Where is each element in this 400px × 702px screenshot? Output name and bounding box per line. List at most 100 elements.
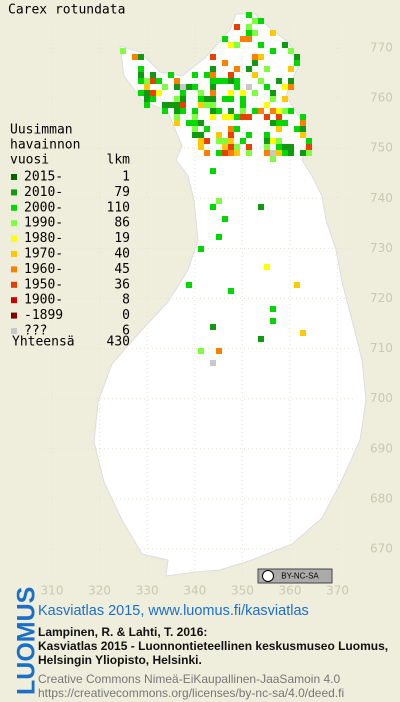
observation-square: [222, 216, 228, 222]
observation-square: [120, 48, 126, 54]
observation-square: [240, 138, 246, 144]
observation-square: [210, 360, 216, 366]
observation-square: [192, 114, 198, 120]
legend-label: 2000-: [24, 200, 63, 215]
observation-square: [216, 150, 222, 156]
observation-square: [180, 108, 186, 114]
legend-total-label: Yhteensä: [12, 335, 75, 350]
observation-square: [210, 168, 216, 174]
observation-square: [216, 198, 222, 204]
legend-count: 36: [114, 277, 130, 292]
observation-square: [240, 36, 246, 42]
observation-square: [228, 108, 234, 114]
observation-square: [288, 150, 294, 156]
observation-square: [276, 78, 282, 84]
observation-square: [204, 126, 210, 132]
y-tick-label: 700: [370, 391, 393, 405]
observation-square: [294, 126, 300, 132]
observation-square: [138, 90, 144, 96]
observation-square: [234, 84, 240, 90]
observation-square: [210, 54, 216, 60]
observation-square: [288, 78, 294, 84]
legend-count: 40: [114, 247, 130, 262]
legend-count: 45: [114, 262, 130, 277]
observation-square: [138, 54, 144, 60]
observation-square: [192, 132, 198, 138]
observation-square: [198, 144, 204, 150]
observation-square: [252, 18, 258, 24]
observation-square: [228, 42, 234, 48]
observation-square: [264, 132, 270, 138]
observation-square: [264, 150, 270, 156]
observation-square: [234, 78, 240, 84]
observation-square: [198, 120, 204, 126]
observation-square: [222, 60, 228, 66]
x-tick-label: 310: [41, 584, 64, 598]
legend-label: 1950-: [24, 277, 63, 292]
observation-square: [234, 150, 240, 156]
observation-square: [288, 48, 294, 54]
observation-square: [276, 114, 282, 120]
legend-swatch: [11, 312, 17, 319]
y-tick-label: 690: [370, 441, 393, 455]
observation-square: [222, 114, 228, 120]
citation: Kasviatlas 2015 - Luonnontieteellinen ke…: [38, 639, 388, 653]
observation-square: [204, 72, 210, 78]
observation-square: [150, 90, 156, 96]
observation-square: [258, 78, 264, 84]
observation-square: [264, 144, 270, 150]
observation-square: [144, 102, 150, 108]
observation-square: [294, 54, 300, 60]
observation-square: [246, 30, 252, 36]
observation-square: [204, 150, 210, 156]
legend-label: 2010-: [24, 185, 63, 200]
license-url[interactable]: https://creativecommons.org/licenses/by-…: [38, 686, 344, 700]
y-tick-label: 670: [370, 542, 393, 556]
observation-square: [216, 132, 222, 138]
observation-square: [246, 114, 252, 120]
legend-label: 1900-: [24, 293, 63, 308]
observation-square: [246, 24, 252, 30]
observation-square: [264, 66, 270, 72]
observation-square: [210, 114, 216, 120]
observation-square: [300, 114, 306, 120]
observation-square: [258, 336, 264, 342]
observation-square: [282, 96, 288, 102]
cc-icon: [262, 570, 274, 582]
observation-square: [306, 150, 312, 156]
atlas-link[interactable]: Kasviatlas 2015, www.luomus.fi/kasviatla…: [38, 603, 309, 619]
legend-heading: Uusimman: [10, 123, 73, 138]
observation-square: [258, 204, 264, 210]
y-tick-label: 710: [370, 341, 393, 355]
observation-square: [228, 96, 234, 102]
observation-square: [282, 84, 288, 90]
observation-square: [216, 138, 222, 144]
observation-square: [264, 84, 270, 90]
observation-square: [222, 96, 228, 102]
observation-square: [198, 246, 204, 252]
observation-square: [210, 102, 216, 108]
observation-square: [276, 108, 282, 114]
observation-square: [282, 42, 288, 48]
observation-square: [264, 102, 270, 108]
observation-square: [150, 96, 156, 102]
license-badge: BY-NC-SA: [257, 568, 333, 584]
observation-square: [228, 114, 234, 120]
observation-square: [210, 96, 216, 102]
observation-square: [246, 84, 252, 90]
observation-square: [240, 114, 246, 120]
logo: LUOMUS: [13, 587, 41, 695]
observation-square: [246, 12, 252, 18]
observation-square: [258, 42, 264, 48]
observation-square: [144, 78, 150, 84]
legend-heading: vuosi: [10, 153, 49, 168]
observation-square: [276, 150, 282, 156]
x-tick-label: 360: [279, 584, 302, 598]
observation-square: [276, 144, 282, 150]
observation-square: [216, 234, 222, 240]
observation-square: [192, 108, 198, 114]
observation-square: [138, 78, 144, 84]
y-tick-label: 760: [370, 91, 393, 105]
observation-square: [186, 282, 192, 288]
